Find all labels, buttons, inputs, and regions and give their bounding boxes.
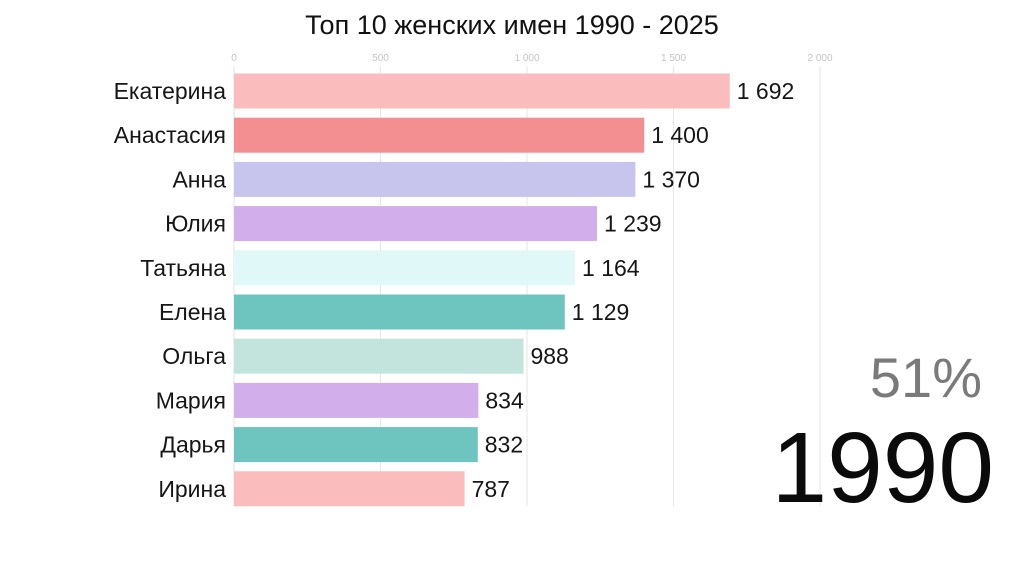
category-label-6: Елена — [159, 299, 226, 325]
bar-4 — [234, 206, 598, 242]
bar-5 — [234, 250, 576, 286]
value-label-1: 1 692 — [737, 78, 795, 104]
value-label-4: 1 239 — [604, 211, 662, 237]
bar-7 — [234, 338, 524, 374]
bars — [234, 73, 730, 507]
x-tick-label-1000: 1 000 — [514, 53, 539, 64]
x-axis-ticks: 0 500 1 000 1 500 2 000 — [231, 53, 833, 64]
progress-percent-label: 51% — [870, 346, 982, 409]
category-label-7: Ольга — [162, 343, 226, 369]
bar-2 — [234, 117, 645, 153]
category-label-5: Татьяна — [140, 255, 226, 281]
bar-3 — [234, 161, 636, 197]
bar-8 — [234, 382, 479, 418]
x-tick-label-2000: 2 000 — [807, 53, 832, 64]
category-label-8: Мария — [156, 387, 226, 413]
value-label-5: 1 164 — [582, 255, 640, 281]
category-labels: Екатерина Анастасия Анна Юлия Татьяна Елена Ол… — [114, 78, 227, 502]
category-label-3: Анна — [172, 166, 226, 192]
value-label-9: 832 — [485, 432, 523, 458]
value-label-10: 787 — [472, 476, 510, 502]
value-label-2: 1 400 — [651, 122, 709, 148]
x-tick-label-0: 0 — [231, 53, 237, 64]
x-tick-label-500: 500 — [372, 53, 389, 64]
category-label-10: Ирина — [158, 476, 226, 502]
category-label-2: Анастасия — [114, 122, 226, 148]
category-label-1: Екатерина — [114, 78, 227, 104]
x-tick-label-1500: 1 500 — [661, 53, 686, 64]
value-label-6: 1 129 — [572, 299, 630, 325]
value-label-3: 1 370 — [642, 166, 700, 192]
chart-title: Топ 10 женских имен 1990 - 2025 — [305, 10, 719, 40]
category-label-9: Дарья — [160, 432, 226, 458]
year-label: 1990 — [772, 412, 994, 524]
bar-1 — [234, 73, 730, 109]
bar-9 — [234, 427, 478, 463]
bar-10 — [234, 471, 465, 507]
value-label-8: 834 — [485, 387, 524, 413]
bar-6 — [234, 294, 565, 330]
value-label-7: 988 — [530, 343, 568, 369]
category-label-4: Юлия — [165, 211, 226, 237]
